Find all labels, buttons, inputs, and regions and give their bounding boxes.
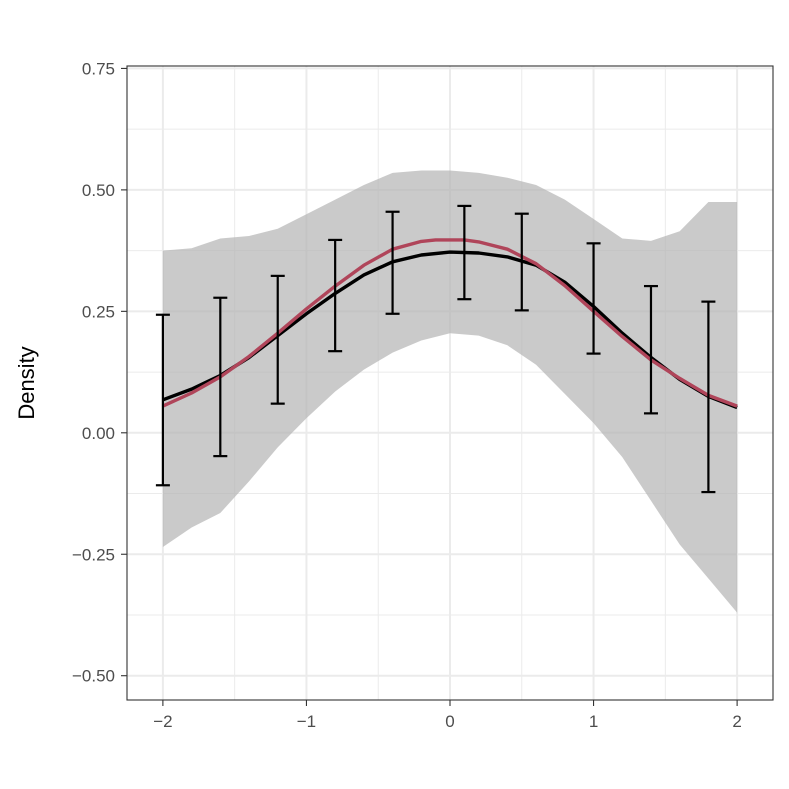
error-bar [586,242,601,355]
y-tick-label: 0.25 [82,302,115,321]
error-bar [643,284,658,415]
error-bar [701,300,716,494]
y-tick-label: −0.25 [72,545,115,564]
x-tick-label: 0 [445,712,454,731]
series-layer [162,238,738,410]
error-bar [270,274,285,405]
y-axis-title: Density [14,346,39,419]
error-bar [385,210,400,315]
error-bars [155,204,716,494]
x-tick-label: −1 [297,712,316,731]
y-axis: −0.50 −0.25 0.00 0.25 0.50 0.75 [72,59,127,686]
error-bar [328,238,343,353]
x-tick-label: −2 [153,712,172,731]
error-bar [155,313,170,487]
x-tick-label: 2 [732,712,741,731]
y-tick-label: 0.00 [82,424,115,443]
reference-line [162,238,738,408]
error-bar [514,212,529,312]
error-bar [457,204,472,301]
y-tick-label: 0.50 [82,181,115,200]
y-tick-label: −0.50 [72,667,115,686]
y-tick-label: 0.75 [82,59,115,78]
x-axis: −2 −1 0 1 2 [153,700,742,731]
x-tick-label: 1 [589,712,598,731]
error-bar [213,296,228,458]
